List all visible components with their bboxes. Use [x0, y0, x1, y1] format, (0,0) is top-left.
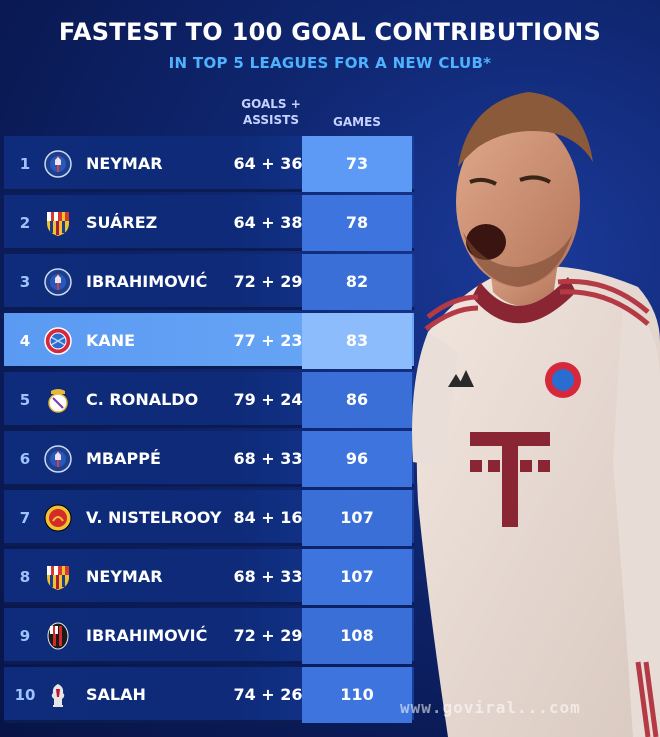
- games-cell: 83: [302, 313, 412, 369]
- rank-number: 10: [14, 686, 36, 704]
- games-value: 78: [345, 213, 369, 232]
- games-cell: 107: [302, 549, 412, 605]
- games-value: 107: [340, 567, 374, 586]
- psg-crest-icon: [44, 150, 72, 178]
- table-row: 9 IBRAHIMOVIĆ 72 + 29 108: [4, 608, 414, 664]
- page-title: FASTEST TO 100 GOAL CONTRIBUTIONS: [58, 18, 602, 46]
- player-name: V. NISTELROOY: [86, 508, 222, 527]
- table-row: 2 SUÁREZ 64 + 38 78: [4, 195, 414, 251]
- player-photo: [412, 92, 660, 737]
- games-value: 107: [340, 508, 374, 527]
- games-value: 73: [345, 154, 369, 173]
- player-name: SUÁREZ: [86, 213, 158, 232]
- games-value: 108: [340, 626, 374, 645]
- player-name: MBAPPÉ: [86, 449, 161, 468]
- rank-number: 6: [19, 450, 31, 468]
- table-row: 7 V. NISTELROOY 84 + 16 107: [4, 490, 414, 546]
- games-value: 96: [345, 449, 369, 468]
- player-name: KANE: [86, 331, 136, 350]
- psg-crest-icon: [44, 268, 72, 296]
- table-row: 10 SALAH 74 + 26 110: [4, 667, 414, 723]
- games-cell: 82: [302, 254, 412, 310]
- table-row: 5 C. RONALDO 79 + 24 86: [4, 372, 414, 428]
- games-value: 86: [345, 390, 369, 409]
- barcelona-crest-icon: [44, 209, 72, 237]
- games-cell: 96: [302, 431, 412, 487]
- rank-number: 1: [19, 155, 31, 173]
- table-row: 6 MBAPPÉ 68 + 33 96: [4, 431, 414, 487]
- goals-assists-value: 68 + 33: [233, 567, 303, 586]
- goals-assists-value: 77 + 23: [233, 331, 303, 350]
- games-cell: 107: [302, 490, 412, 546]
- player-name: IBRAHIMOVIĆ: [86, 626, 208, 645]
- table-row: 4 KANE 77 + 23 83: [4, 313, 414, 369]
- games-value: 83: [345, 331, 369, 350]
- page-subtitle: IN TOP 5 LEAGUES FOR A NEW CLUB*: [168, 54, 492, 72]
- rank-number: 7: [19, 509, 31, 527]
- games-value: 110: [340, 685, 374, 704]
- games-cell: 110: [302, 667, 412, 723]
- player-name: C. RONALDO: [86, 390, 199, 409]
- player-name: NEYMAR: [86, 154, 163, 173]
- table-row: 3 IBRAHIMOVIĆ 72 + 29 82: [4, 254, 414, 310]
- player-name: NEYMAR: [86, 567, 163, 586]
- goals-assists-value: 84 + 16: [233, 508, 303, 527]
- rank-number: 4: [19, 332, 31, 350]
- column-header-goals-assists: GOALS + ASSISTS: [241, 97, 301, 127]
- games-cell: 108: [302, 608, 412, 664]
- ac-milan-crest-icon: [44, 622, 72, 650]
- rank-number: 3: [19, 273, 31, 291]
- goals-assists-value: 79 + 24: [233, 390, 303, 409]
- rank-number: 2: [19, 214, 31, 232]
- goals-assists-value: 72 + 29: [233, 272, 303, 291]
- barcelona-crest-icon: [44, 563, 72, 591]
- rank-number: 9: [19, 627, 31, 645]
- table-row: 8 NEYMAR 68 + 33 107: [4, 549, 414, 605]
- real-madrid-crest-icon: [44, 386, 72, 414]
- goals-assists-value: 64 + 36: [233, 154, 303, 173]
- goals-assists-value: 72 + 29: [233, 626, 303, 645]
- games-cell: 78: [302, 195, 412, 251]
- bayern-crest-icon: [44, 327, 72, 355]
- man-united-crest-icon: [44, 504, 72, 532]
- psg-crest-icon: [44, 445, 72, 473]
- table-row: 1 NEYMAR 64 + 36 73: [4, 136, 414, 192]
- player-name: SALAH: [86, 685, 146, 704]
- goals-assists-value: 74 + 26: [233, 685, 303, 704]
- watermark: www.goviral...com: [400, 698, 581, 717]
- liverpool-crest-icon: [44, 681, 72, 709]
- rank-number: 5: [19, 391, 31, 409]
- games-value: 82: [345, 272, 369, 291]
- rank-number: 8: [19, 568, 31, 586]
- player-name: IBRAHIMOVIĆ: [86, 272, 208, 291]
- games-cell: 86: [302, 372, 412, 428]
- column-header-games: GAMES: [333, 115, 381, 129]
- games-cell: 73: [302, 136, 412, 192]
- goals-assists-value: 64 + 38: [233, 213, 303, 232]
- goals-assists-value: 68 + 33: [233, 449, 303, 468]
